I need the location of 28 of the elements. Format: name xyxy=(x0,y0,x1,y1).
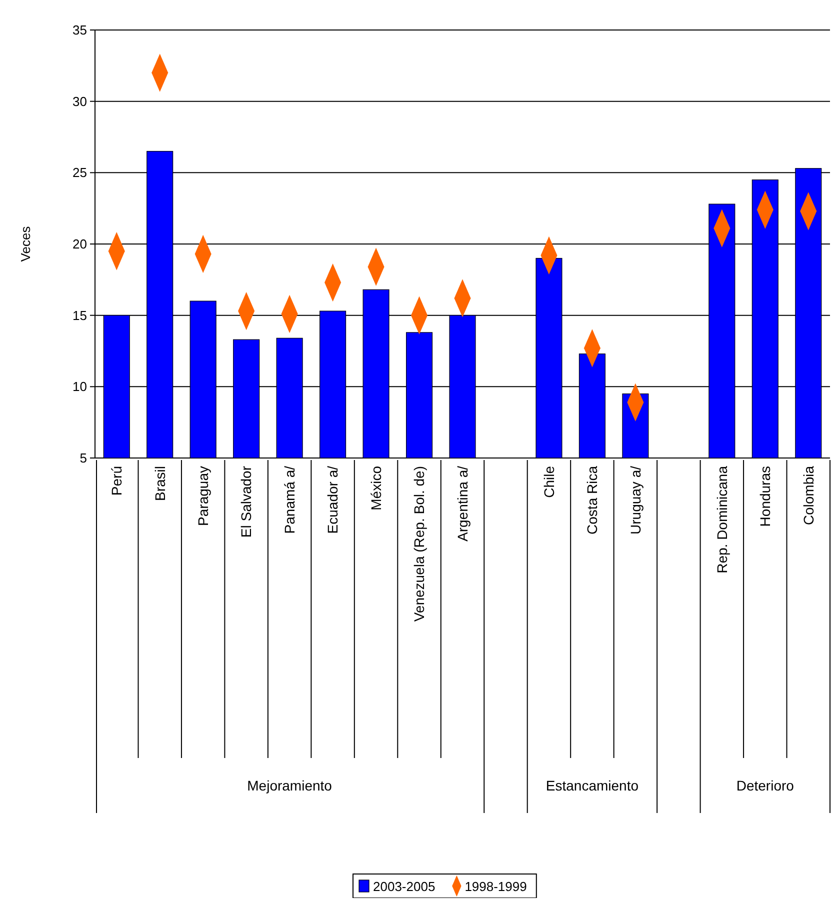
text: Mejoramiento xyxy=(247,778,332,794)
y-axis-title: Veces xyxy=(18,226,33,262)
y-tick-label: 35 xyxy=(72,22,87,38)
text: Deterioro xyxy=(736,778,794,794)
x-tick-label: Panamá a/ xyxy=(281,466,298,534)
y-tick-label: 5 xyxy=(80,450,87,466)
x-tick-label: Chile xyxy=(540,466,557,498)
y-tick-label: 25 xyxy=(72,165,87,180)
x-tick-label: Paraguay xyxy=(194,466,211,526)
x-tick-label: El Salvador xyxy=(238,466,254,538)
x-tick-label: México xyxy=(368,466,384,510)
x-tick-label: Perú xyxy=(108,466,125,496)
x-tick-label: Costa Rica xyxy=(584,466,600,534)
x-tick-label: Argentina a/ xyxy=(454,466,470,542)
text: Estancamiento xyxy=(546,778,639,794)
legend-label: 1998-1999 xyxy=(464,879,527,894)
y-tick-label: 20 xyxy=(72,236,87,252)
x-tick-label: Venezuela (Rep. Bol. de) xyxy=(411,466,428,622)
x-tick-label: Rep. Dominicana xyxy=(714,466,730,574)
x-tick-label: Ecuador a/ xyxy=(324,466,341,534)
x-tick-label: Brasil xyxy=(152,466,168,502)
y-tick-label: 10 xyxy=(72,379,87,394)
x-tick-label: Honduras xyxy=(757,466,774,527)
legend-label: 2003-2005 xyxy=(373,879,436,894)
x-tick-label: Uruguay a/ xyxy=(627,466,644,534)
y-tick-label: 15 xyxy=(72,308,87,323)
y-tick-label: 30 xyxy=(72,94,87,109)
x-tick-label: Colombia xyxy=(800,466,816,526)
